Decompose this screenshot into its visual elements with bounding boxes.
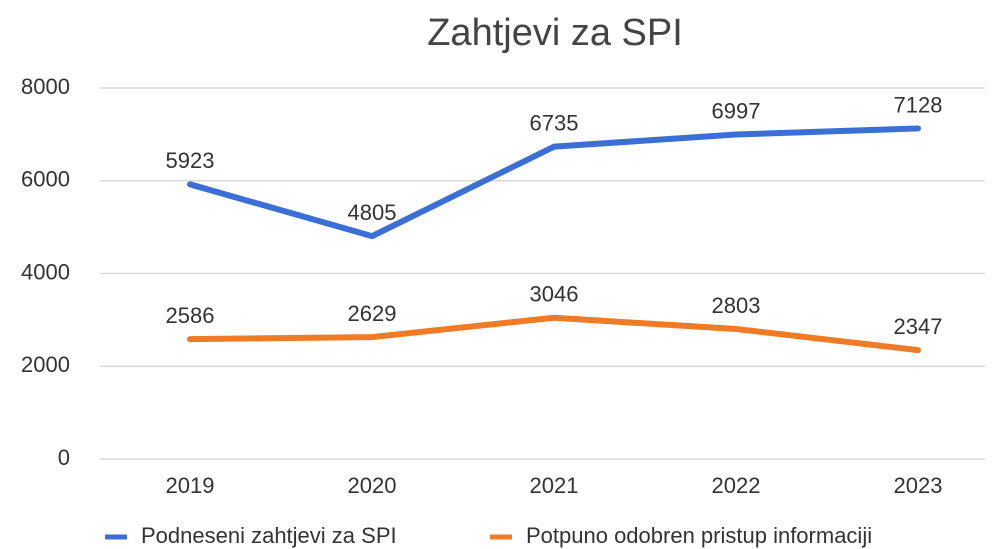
data-label: 6735	[530, 110, 579, 135]
y-tick-label: 0	[58, 445, 70, 470]
y-tick-label: 4000	[21, 259, 70, 284]
legend-label: Potpuno odobren pristup informaciji	[526, 523, 872, 548]
series-line	[187, 314, 921, 354]
data-label: 2629	[348, 301, 397, 326]
legend-label: Podneseni zahtjevi za SPI	[141, 523, 397, 548]
data-label: 3046	[530, 282, 579, 307]
x-tick-label: 2020	[348, 473, 397, 498]
x-tick-label: 2021	[530, 473, 579, 498]
x-tick-label: 2022	[712, 473, 761, 498]
series-line	[187, 125, 921, 240]
y-tick-label: 6000	[21, 167, 70, 192]
data-label: 2803	[712, 293, 761, 318]
y-tick-label: 8000	[21, 74, 70, 99]
data-label: 2586	[166, 303, 215, 328]
data-label: 5923	[166, 148, 215, 173]
data-label: 4805	[348, 200, 397, 225]
data-label: 6997	[712, 98, 761, 123]
data-label: 7128	[894, 92, 943, 117]
x-tick-label: 2019	[166, 473, 215, 498]
data-label: 2347	[894, 314, 943, 339]
x-tick-label: 2023	[894, 473, 943, 498]
y-tick-label: 2000	[21, 352, 70, 377]
chart-title: Zahtjevi za SPI	[427, 12, 683, 54]
